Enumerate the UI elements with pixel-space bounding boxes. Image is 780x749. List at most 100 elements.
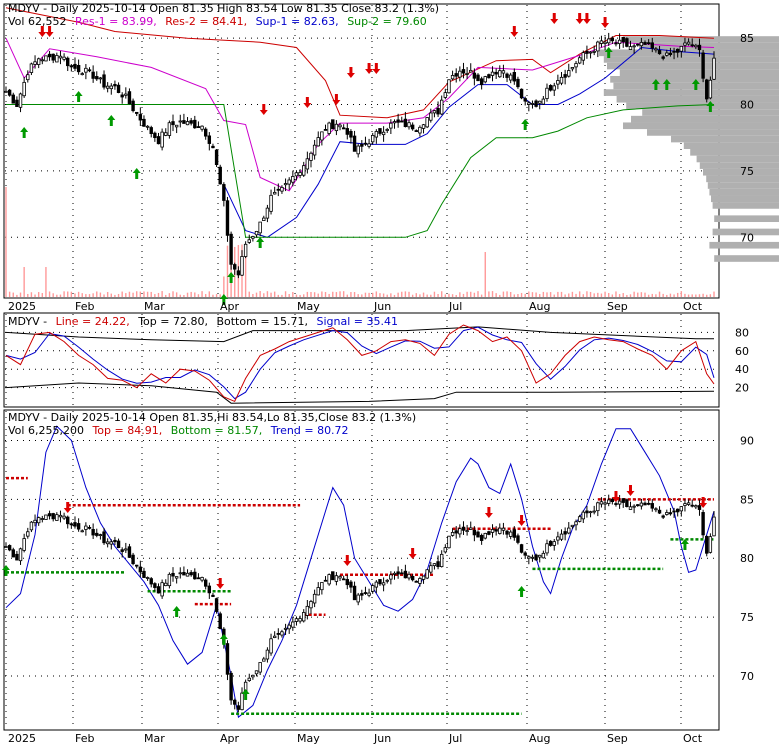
price-volume-bar: [437, 294, 439, 297]
trend-candle-body: [516, 535, 520, 543]
trend-candle-body: [686, 502, 691, 505]
trend-candle-body: [338, 576, 342, 579]
price-candle-body: [283, 183, 288, 186]
trend-candle-body: [498, 527, 502, 534]
price-volume-bar: [157, 292, 160, 297]
trend-candle-body: [672, 510, 676, 513]
price-volume-bar: [695, 294, 697, 297]
trend-candle-body: [650, 503, 654, 509]
price-candle-body: [614, 42, 618, 45]
price-x-tick-label: May: [297, 300, 320, 313]
price-x-tick-label: Jun: [373, 300, 391, 313]
trend-candle-body: [116, 540, 121, 549]
price-volume-profile-bar: [706, 175, 779, 183]
price-volume-bar: [77, 291, 80, 297]
trend-candle-body: [291, 621, 295, 628]
trend-candle-body: [22, 538, 26, 551]
price-candle-body: [603, 41, 607, 44]
trend-candle-body: [225, 643, 230, 675]
price-volume-bar: [626, 294, 628, 297]
price-volume-bar: [535, 292, 537, 297]
trend-candle-body: [425, 569, 429, 579]
price-candle-body: [105, 85, 110, 89]
price-volume-bar: [633, 291, 635, 297]
price-candle-body: [55, 55, 59, 63]
trend-candle-body: [203, 579, 208, 587]
price-volume-bar: [5, 187, 7, 297]
price-volume-profile-bar: [631, 115, 779, 123]
price-candle-body: [120, 94, 124, 98]
price-volume-bar: [691, 294, 693, 297]
trend-x-tick-label: Mar: [144, 732, 165, 745]
trend-header-vol: Vol 6,255,200: [8, 424, 84, 437]
price-candle-body: [171, 121, 175, 126]
price-volume-bar: [292, 291, 294, 297]
trend-candle-body: [439, 553, 444, 568]
price-volume-bar: [110, 293, 112, 297]
price-candle-body: [654, 48, 658, 51]
price-x-tick-label: Sep: [607, 300, 628, 313]
price-candle-body: [135, 111, 139, 114]
price-volume-bar: [459, 292, 461, 297]
price-volume-bar: [136, 291, 138, 297]
stochastic-header-bottom: Bottom = 15.71,: [216, 315, 308, 328]
price-volume-bar: [666, 294, 668, 297]
price-volume-bar: [27, 293, 29, 297]
price-volume-profile-bar: [699, 162, 779, 169]
trend-candle-body: [639, 502, 644, 507]
trend-candle-body: [694, 505, 698, 508]
price-candle-body: [577, 57, 582, 64]
price-volume-bar: [146, 291, 149, 297]
price-candle-body: [196, 126, 201, 128]
price-volume-bar: [564, 294, 566, 297]
price-volume-bar: [74, 293, 76, 297]
price-volume-profile-bar: [712, 228, 779, 236]
price-candle-body: [269, 194, 273, 212]
trend-candle-body: [465, 530, 469, 533]
trend-candle-body: [218, 613, 222, 630]
price-candle-body: [36, 58, 41, 65]
price-volume-bar: [342, 291, 345, 297]
price-volume-bar: [226, 245, 229, 297]
price-volume-bar: [575, 293, 577, 297]
price-candle-body: [142, 118, 146, 127]
price-candle-body: [80, 73, 84, 76]
price-sell-arrow: [38, 26, 47, 37]
price-candle-body: [302, 165, 306, 176]
price-buy-arrow: [604, 47, 613, 58]
trend-candle-body: [87, 526, 92, 529]
trend-candle-body: [341, 578, 346, 581]
price-sell-arrow: [372, 63, 381, 74]
price-volume-profile-bar: [623, 36, 779, 43]
price-volume-bar: [270, 292, 272, 297]
price-sell-arrow: [259, 104, 268, 115]
trend-candle-body: [487, 531, 491, 535]
price-volume-profile-bar: [696, 155, 779, 163]
trend-candle-body: [505, 530, 509, 535]
price-volume-bar: [386, 294, 388, 297]
price-volume-bar: [368, 292, 370, 297]
trend-candle-body: [356, 594, 360, 603]
trend-candle-body: [91, 529, 95, 536]
trend-buy-arrow: [517, 586, 526, 597]
price-header-vol: Vol 62,552: [8, 15, 66, 28]
price-volume-bar: [139, 291, 142, 297]
price-volume-bar: [676, 292, 679, 297]
price-candle-body: [530, 103, 535, 105]
trend-candle-body: [18, 548, 23, 562]
trend-candle-body: [269, 638, 273, 654]
price-candle-body: [617, 39, 622, 44]
price-volume-bar: [484, 252, 486, 297]
price-volume-bar: [600, 293, 603, 297]
price-candle-body: [479, 78, 484, 86]
price-candle-body: [421, 124, 426, 129]
price-volume-bar: [183, 294, 185, 297]
price-volume-bar: [513, 294, 516, 297]
price-header-sup2: Sup-2 = 79.60: [347, 15, 427, 28]
trend-candle-body: [534, 554, 538, 561]
trend-candle-body: [712, 516, 716, 537]
price-candle-body: [527, 102, 531, 105]
price-volume-bar: [444, 294, 447, 297]
price-volume-bar: [528, 291, 530, 297]
